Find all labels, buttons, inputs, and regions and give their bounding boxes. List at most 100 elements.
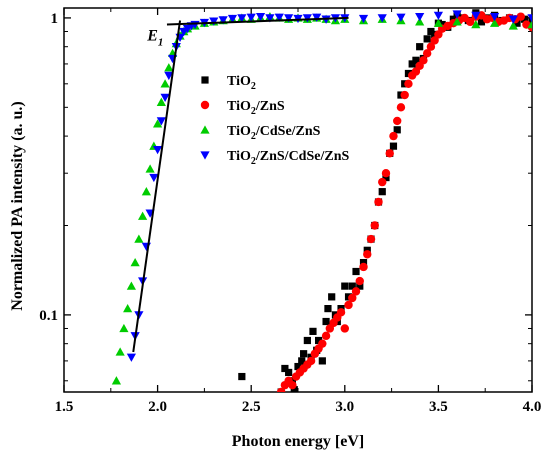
- legend-label: TiO2/ZnS: [227, 99, 285, 117]
- data-point: [300, 350, 308, 358]
- series-2: [111, 12, 532, 385]
- data-point: [471, 19, 481, 29]
- data-point: [408, 60, 416, 68]
- data-point: [255, 12, 266, 22]
- data-point: [377, 14, 387, 23]
- data-point: [430, 36, 439, 45]
- data-point: [422, 49, 432, 58]
- data-point: [363, 250, 372, 259]
- data-point: [366, 234, 376, 244]
- data-point: [508, 15, 518, 24]
- data-point: [265, 14, 275, 23]
- data-point: [527, 19, 532, 29]
- data-point: [489, 18, 500, 27]
- data-point: [134, 234, 144, 243]
- data-point: [164, 71, 174, 81]
- data-point: [314, 336, 323, 345]
- data-point: [306, 356, 316, 366]
- data-point: [385, 149, 394, 158]
- data-point: [359, 262, 368, 272]
- data-point: [302, 14, 312, 23]
- x-tick-label: 3.5: [429, 399, 448, 415]
- data-point: [123, 304, 133, 313]
- data-point: [284, 14, 294, 23]
- y-tick-label: 0.1: [39, 308, 58, 324]
- data-point: [348, 293, 357, 303]
- data-point: [489, 12, 500, 22]
- data-point: [227, 14, 238, 24]
- data-point: [115, 347, 125, 356]
- fit-line: [166, 16, 349, 26]
- data-point: [209, 17, 219, 26]
- data-point: [351, 287, 361, 296]
- data-point: [164, 63, 174, 72]
- data-point: [516, 12, 525, 21]
- data-point: [508, 21, 518, 30]
- fit-line: [132, 20, 182, 353]
- data-point: [381, 169, 391, 178]
- data-point: [238, 372, 246, 381]
- x-tick-label: 4.0: [523, 399, 542, 415]
- data-point: [344, 300, 353, 310]
- data-point: [138, 211, 148, 220]
- data-point: [355, 276, 364, 286]
- data-point: [358, 14, 369, 24]
- data-point: [322, 317, 330, 326]
- legend-marker: [200, 151, 210, 160]
- data-point: [285, 368, 293, 377]
- legend-label: TiO2/ZnS/CdSe/ZnS: [227, 149, 349, 167]
- data-point: [359, 259, 368, 267]
- data-point: [290, 386, 298, 392]
- legend: TiO2 TiO2/ZnS TiO2/CdSe/ZnS TiO2/ZnS/CdSe/Z…: [200, 74, 349, 167]
- data-point: [520, 15, 529, 23]
- data-point: [141, 242, 151, 252]
- data-point: [352, 267, 360, 276]
- data-point: [412, 56, 420, 64]
- data-point: [156, 97, 166, 106]
- x-tick-label: 3.0: [335, 399, 354, 415]
- data-point: [370, 221, 379, 230]
- data-point: [415, 17, 425, 26]
- data-point: [348, 282, 356, 290]
- x-tick-label: 2.5: [242, 399, 261, 415]
- data-layer: E1: [111, 9, 532, 392]
- data-point: [246, 13, 256, 22]
- data-point: [389, 142, 398, 150]
- data-point: [237, 14, 247, 23]
- data-point: [341, 282, 349, 290]
- y-tick-label: 1: [51, 11, 59, 27]
- data-point: [378, 177, 387, 187]
- data-point: [149, 173, 159, 183]
- data-point: [382, 173, 390, 182]
- data-point: [303, 336, 311, 345]
- data-point: [433, 18, 443, 27]
- data-point: [274, 13, 284, 22]
- data-point: [318, 357, 326, 365]
- plot-area: [111, 9, 532, 392]
- data-point: [156, 117, 166, 126]
- data-point: [389, 131, 398, 141]
- data-point: [160, 79, 170, 88]
- data-point: [378, 188, 386, 196]
- data-point: [328, 293, 336, 301]
- data-point: [318, 339, 327, 348]
- y-axis-title: Normalized PA intensity (a. u.): [9, 101, 26, 310]
- x-tick-label: 1.5: [55, 399, 74, 415]
- data-point: [294, 362, 302, 371]
- data-point: [288, 380, 297, 390]
- data-point: [153, 146, 163, 155]
- data-point: [415, 12, 425, 22]
- data-point: [160, 93, 170, 102]
- data-point: [340, 324, 349, 333]
- data-point: [452, 10, 462, 19]
- data-point: [427, 27, 435, 36]
- legend-marker: [200, 125, 210, 134]
- axes: 1.5 2.0 2.5 3.0 3.5 4.0 0.1 1: [39, 7, 542, 415]
- data-point: [281, 364, 289, 373]
- data-point: [404, 79, 413, 89]
- x-axis-title: Photon energy [eV]: [232, 433, 364, 450]
- series-0: [238, 9, 532, 392]
- data-point: [423, 35, 431, 43]
